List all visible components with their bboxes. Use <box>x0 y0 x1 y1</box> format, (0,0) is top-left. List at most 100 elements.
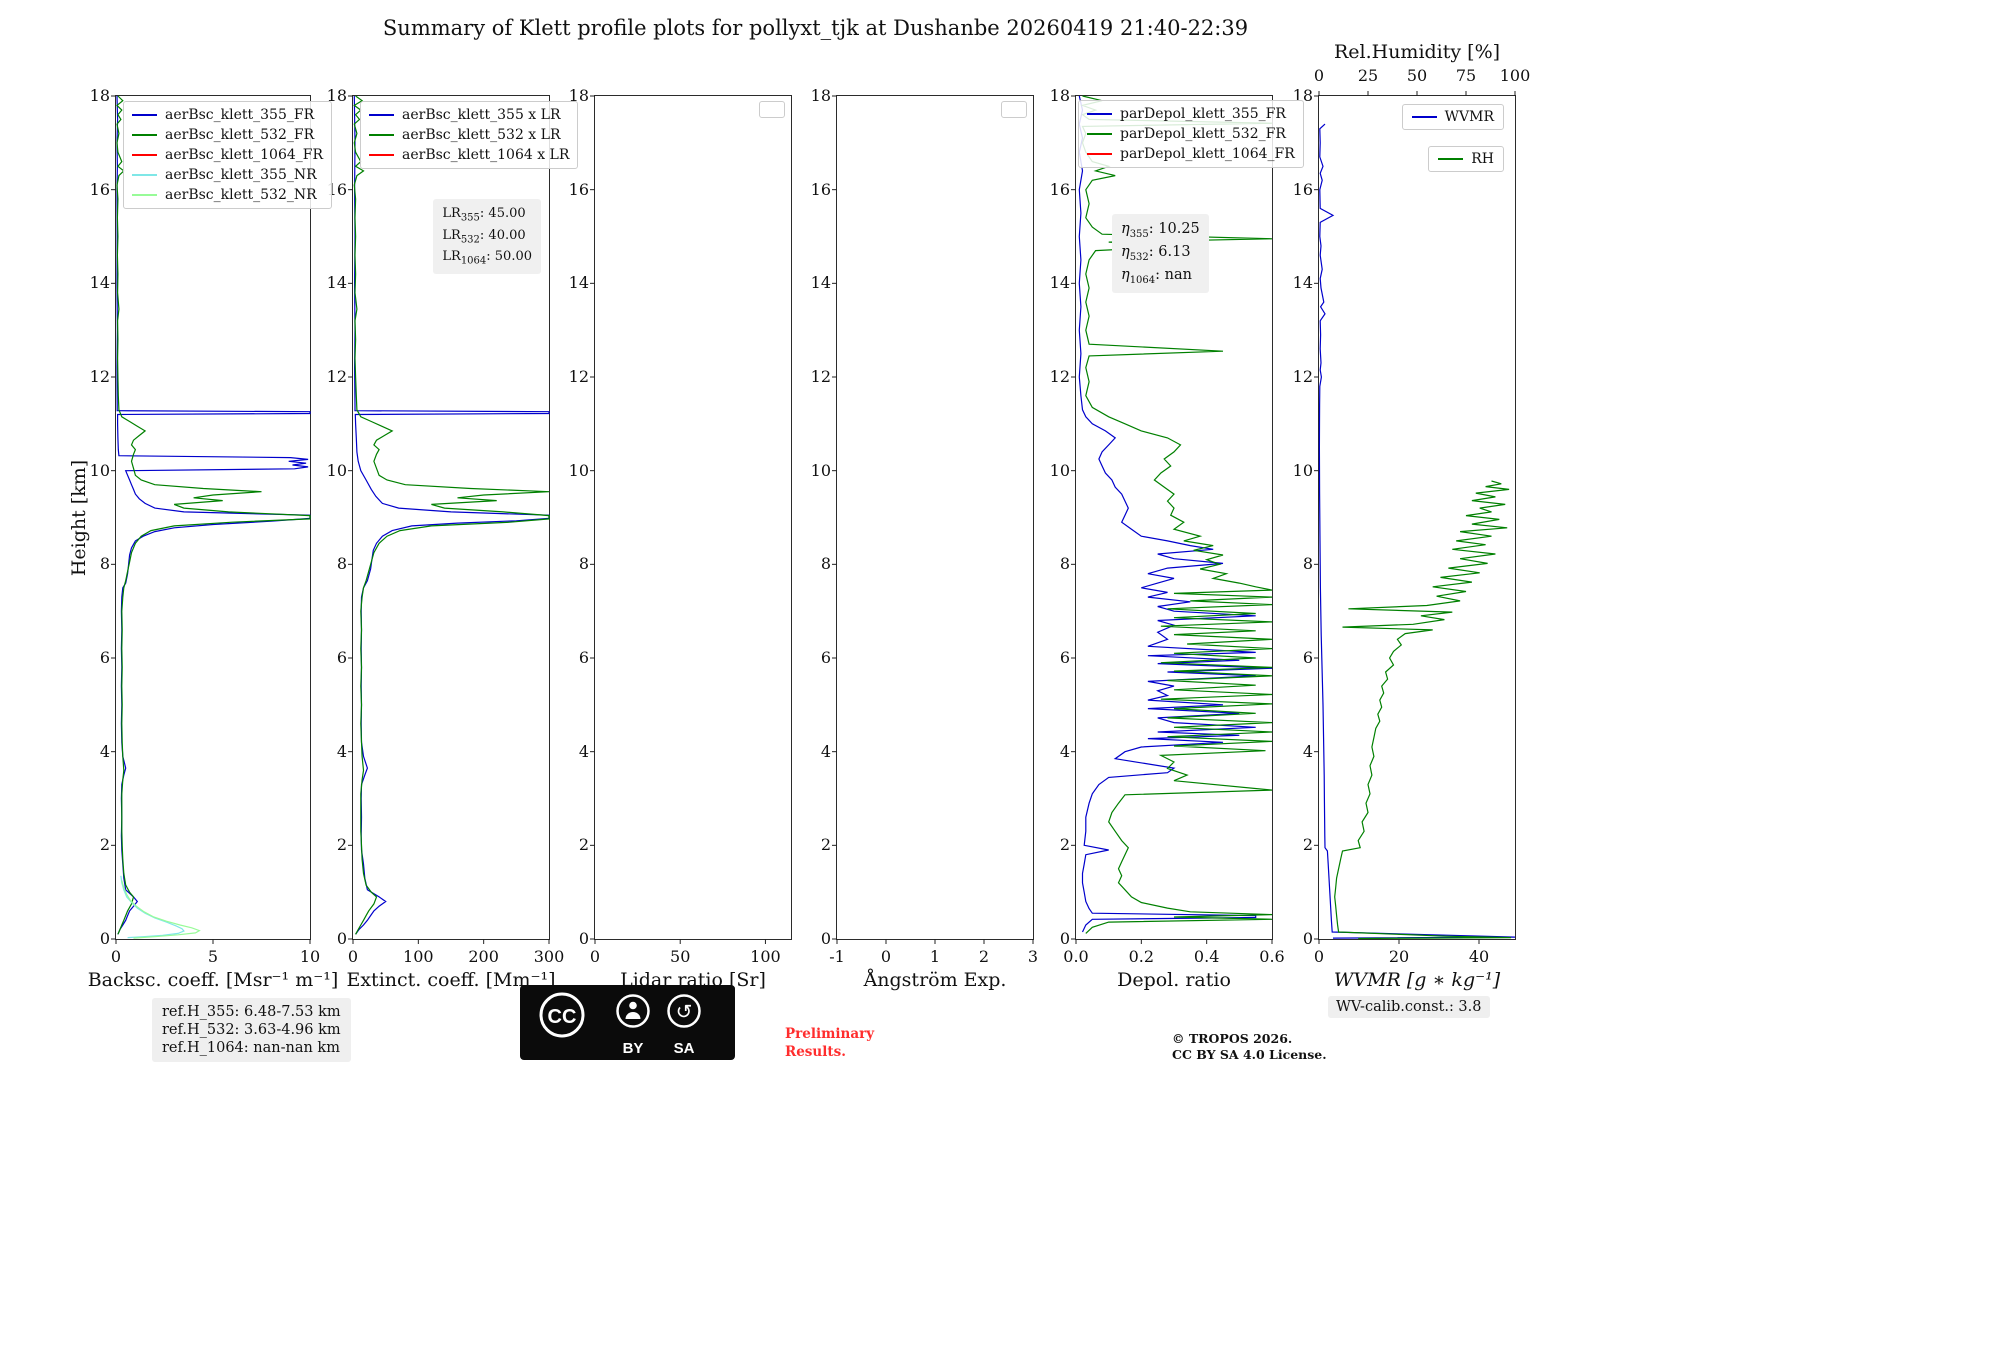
tick-label: 2 <box>336 835 347 855</box>
tick-label: 12 <box>1049 367 1070 386</box>
tick-label: 8 <box>336 554 347 574</box>
tick-label: 14 <box>1049 273 1070 293</box>
tick-label: 2 <box>578 835 589 855</box>
series-parDepol_klett_532_FR <box>1080 95 1273 934</box>
tick-label: 6 <box>336 648 347 667</box>
tick-label: 12 <box>1292 367 1313 386</box>
tick-label: 25 <box>1357 66 1379 85</box>
wv-calibration-annotation: WV-calib.const.: 3.8 <box>1328 996 1490 1018</box>
extinction-panel: aerBsc_klett_355 x LR aerBsc_klett_532 x … <box>327 86 579 991</box>
tick-label: 0 <box>589 947 601 966</box>
legend-line-swatch <box>132 114 157 116</box>
extinction-plot <box>348 95 550 944</box>
legend-line-swatch <box>1087 133 1112 135</box>
legend-entry: aerBsc_klett_355_FR <box>132 107 323 123</box>
tick-label: 18 <box>89 86 110 105</box>
tick-label: 18 <box>1049 86 1070 105</box>
tick-label: 0 <box>99 929 110 948</box>
ref-h-532: ref.H_532: 3.63-4.96 km <box>162 1022 341 1039</box>
tick-label: 75 <box>1455 66 1477 85</box>
tick-label: 2 <box>1302 835 1313 855</box>
legend-label: aerBsc_klett_1064_FR <box>165 147 324 163</box>
tick-label: 0.4 <box>1193 947 1220 966</box>
tick-label: 2 <box>978 947 990 966</box>
tick-label: 100 <box>403 947 434 966</box>
legend-entry: aerBsc_klett_1064 x LR <box>369 147 569 163</box>
sa-arrow-icon <box>667 994 701 1028</box>
tick-label: 12 <box>810 367 831 386</box>
legend-line-swatch <box>369 154 394 156</box>
tick-label: 50 <box>670 947 691 966</box>
tick-label: 6 <box>1302 648 1313 667</box>
tick-label: 16 <box>568 179 589 199</box>
tick-label: 14 <box>568 273 589 293</box>
legend-label: aerBsc_klett_355 x LR <box>402 107 561 123</box>
cc-badge-background <box>520 985 735 1060</box>
tick-label: 0 <box>1313 66 1325 85</box>
tick-label: 0 <box>1313 947 1325 966</box>
tick-label: 20 <box>1388 947 1410 966</box>
reference-height-annotation: ref.H_355: 6.48-7.53 km ref.H_532: 3.63-… <box>152 998 351 1063</box>
tick-label: 12 <box>326 367 347 386</box>
legend-line-swatch <box>369 134 394 136</box>
legend-line-swatch <box>1087 153 1112 155</box>
tick-label: 10 <box>1049 460 1070 480</box>
legend-entry: RH <box>1428 146 1504 172</box>
legend-entry: aerBsc_klett_1064_FR <box>132 147 323 163</box>
tick-label: 12 <box>568 367 589 386</box>
legend-line-swatch <box>132 194 157 196</box>
tick-label: 16 <box>1292 179 1313 199</box>
tick-label: 8 <box>820 554 831 574</box>
tick-label: 14 <box>810 273 831 293</box>
legend-label: parDepol_klett_1064_FR <box>1120 146 1295 162</box>
tick-label: 2 <box>1059 835 1070 855</box>
tick-label: 0 <box>1059 929 1070 948</box>
lidar-ratio-empty-legend <box>759 101 785 118</box>
tick-label: 4 <box>1302 741 1313 761</box>
legend-label: RH <box>1471 151 1494 167</box>
legend-line-swatch <box>132 154 157 156</box>
tick-label: 8 <box>578 554 589 574</box>
tick-label: 14 <box>89 273 110 293</box>
legend-line-swatch <box>132 134 157 136</box>
tick-label: 10 <box>89 460 110 480</box>
tick-label: 4 <box>336 741 347 761</box>
legend-label: aerBsc_klett_532_FR <box>165 127 315 143</box>
legend-label: aerBsc_klett_355_FR <box>165 107 315 123</box>
depol-xlabel: Depol. ratio <box>1117 969 1231 991</box>
backscatter-plot <box>111 95 311 944</box>
tick-label: 40 <box>1468 947 1490 966</box>
tick-label: 0 <box>820 929 831 948</box>
tick-label: 4 <box>578 741 589 761</box>
tick-label: -1 <box>829 947 845 966</box>
legend-label: aerBsc_klett_355_NR <box>165 167 317 183</box>
cc-circle-icon <box>539 992 585 1038</box>
tick-label: 2 <box>99 835 110 855</box>
legend-entry: parDepol_klett_532_FR <box>1087 126 1295 142</box>
series-aerBsc_klett_355_FR <box>116 95 311 935</box>
tick-label: 8 <box>1059 554 1070 574</box>
tick-label: 10 <box>1292 460 1313 480</box>
tick-label: 50 <box>1406 66 1428 85</box>
tick-label: 6 <box>1059 648 1070 667</box>
legend-label: parDepol_klett_355_FR <box>1120 106 1286 122</box>
water-vapor-panel: WVMR RH Rel.Humidity [%] WVMR [g ∗ kg⁻¹] … <box>1293 41 1531 991</box>
tick-label: 0 <box>336 929 347 948</box>
angstroem-plot <box>832 95 1034 944</box>
tick-label: 2 <box>820 835 831 855</box>
series-aerBsc_klett_532 x LR <box>353 95 550 935</box>
tick-label: 10 <box>568 460 589 480</box>
tick-label: 0 <box>1302 929 1313 948</box>
legend-entry: parDepol_klett_1064_FR <box>1087 146 1295 162</box>
legend-line-swatch <box>369 114 394 116</box>
tick-label: 14 <box>326 273 347 293</box>
cc-text: CC <box>548 1006 577 1028</box>
legend-label: aerBsc_klett_532 x LR <box>402 127 561 143</box>
extinction-xlabel: Extinct. coeff. [Mm⁻¹] <box>346 969 556 991</box>
water-vapor-plot <box>1314 91 1516 944</box>
series-parDepol_klett_355_FR <box>1078 95 1273 933</box>
depol-legend: parDepol_klett_355_FR parDepol_klett_532_… <box>1078 100 1304 168</box>
tick-label: 4 <box>1059 741 1070 761</box>
